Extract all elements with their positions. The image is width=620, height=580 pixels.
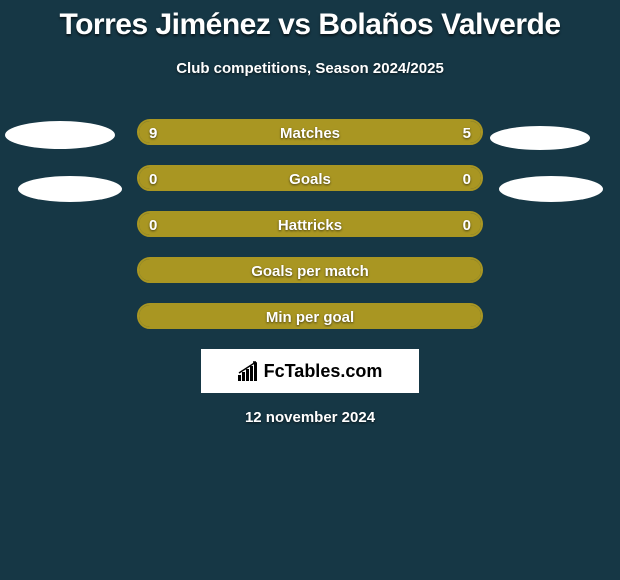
player-ellipse bbox=[18, 176, 122, 202]
stat-label: Hattricks bbox=[139, 213, 481, 237]
stat-label: Matches bbox=[139, 121, 481, 145]
page-title: Torres Jiménez vs Bolaños Valverde bbox=[0, 0, 620, 42]
subtitle: Club competitions, Season 2024/2025 bbox=[0, 60, 620, 77]
stat-label: Goals per match bbox=[139, 259, 481, 283]
date-text: 12 november 2024 bbox=[0, 409, 620, 426]
stat-bar: Goals per match bbox=[137, 257, 483, 283]
stat-value-right: 0 bbox=[441, 167, 471, 191]
site-logo: FcTables.com bbox=[238, 361, 383, 382]
stat-bar: Min per goal bbox=[137, 303, 483, 329]
stat-label: Goals bbox=[139, 167, 481, 191]
stat-value-right: 0 bbox=[441, 213, 471, 237]
stat-label: Min per goal bbox=[139, 305, 481, 329]
stat-value-left: 0 bbox=[149, 167, 179, 191]
player-ellipse bbox=[499, 176, 603, 202]
stat-row: Min per goal bbox=[0, 303, 620, 329]
stat-row: Hattricks0 0 bbox=[0, 211, 620, 237]
logo-text: FcTables.com bbox=[264, 361, 383, 382]
stat-bar: Hattricks0 0 bbox=[137, 211, 483, 237]
player-ellipse bbox=[490, 126, 590, 150]
stat-value-left: 9 bbox=[149, 121, 179, 145]
stat-bar: Goals0 0 bbox=[137, 165, 483, 191]
player-ellipse bbox=[5, 121, 115, 149]
stat-value-right: 5 bbox=[441, 121, 471, 145]
stat-value-left: 0 bbox=[149, 213, 179, 237]
stats-container: Matches95Goals00Hattricks00Goals per mat… bbox=[0, 119, 620, 329]
logo-box: FcTables.com bbox=[201, 349, 419, 393]
stat-bar: Matches9 5 bbox=[137, 119, 483, 145]
bar-chart-icon bbox=[238, 361, 260, 381]
stat-row: Goals per match bbox=[0, 257, 620, 283]
